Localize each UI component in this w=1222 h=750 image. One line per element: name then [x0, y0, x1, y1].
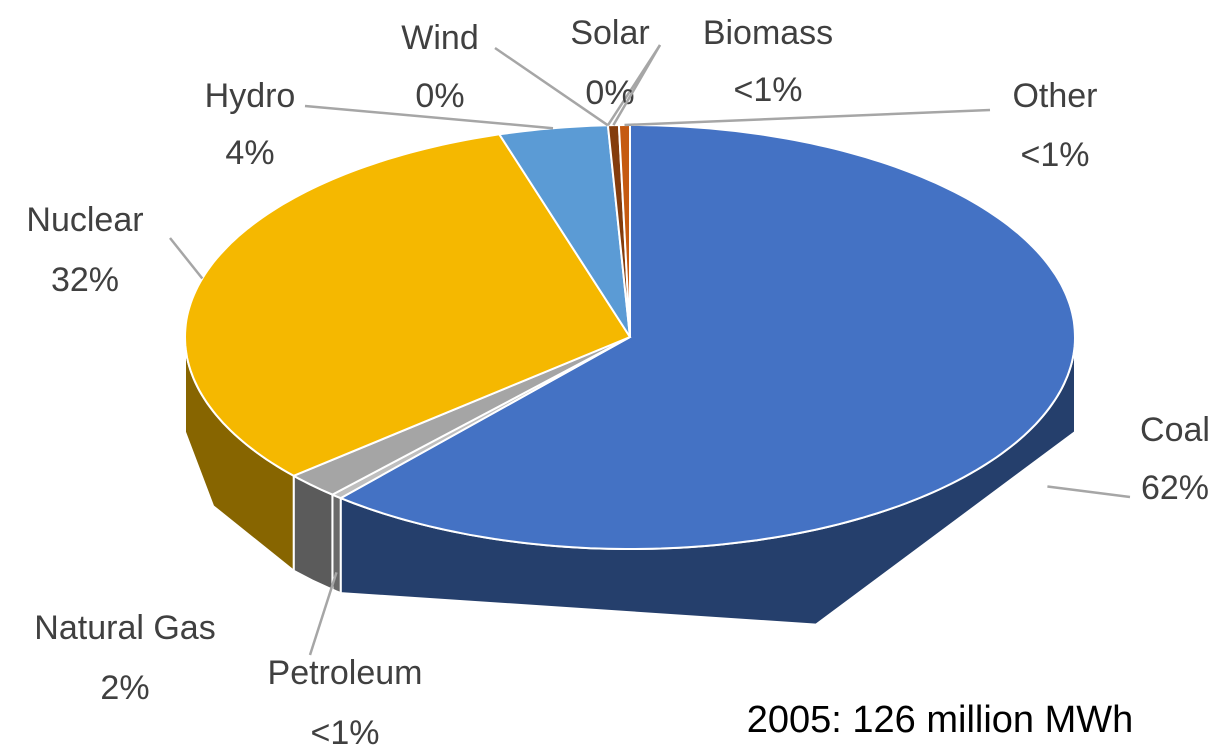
leader-line [308, 572, 338, 656]
slice-name: Hydro [205, 77, 296, 115]
annotation: 2005: 126 million MWh [747, 699, 1134, 741]
leader-line [494, 46, 609, 127]
slice-value: <1% [1021, 136, 1090, 174]
slice [291, 336, 631, 496]
slice-name: Biomass [703, 14, 833, 52]
slice-name: Coal [1140, 411, 1210, 449]
slice-value: 4% [225, 134, 274, 172]
slice [338, 124, 1077, 550]
slice-value: 0% [415, 77, 464, 115]
slice-name: Petroleum [268, 654, 423, 692]
leader-line [169, 237, 204, 280]
slice-value: <1% [311, 714, 380, 750]
slice-name: Solar [570, 14, 649, 52]
slice-name: Natural Gas [34, 609, 215, 647]
slice-value: 62% [1141, 469, 1209, 507]
leader-line [624, 108, 991, 127]
slice-value: 2% [100, 669, 149, 707]
leader-line [1047, 485, 1131, 499]
slice-value: 0% [585, 74, 634, 112]
slice-name: Wind [401, 19, 478, 57]
slice [497, 124, 631, 338]
leader-line [304, 104, 554, 130]
slice-name: Other [1012, 77, 1097, 115]
slice-value: <1% [734, 71, 803, 109]
leader-line [612, 44, 662, 126]
slice-value: 32% [51, 261, 119, 299]
slice-name: Nuclear [26, 201, 143, 239]
